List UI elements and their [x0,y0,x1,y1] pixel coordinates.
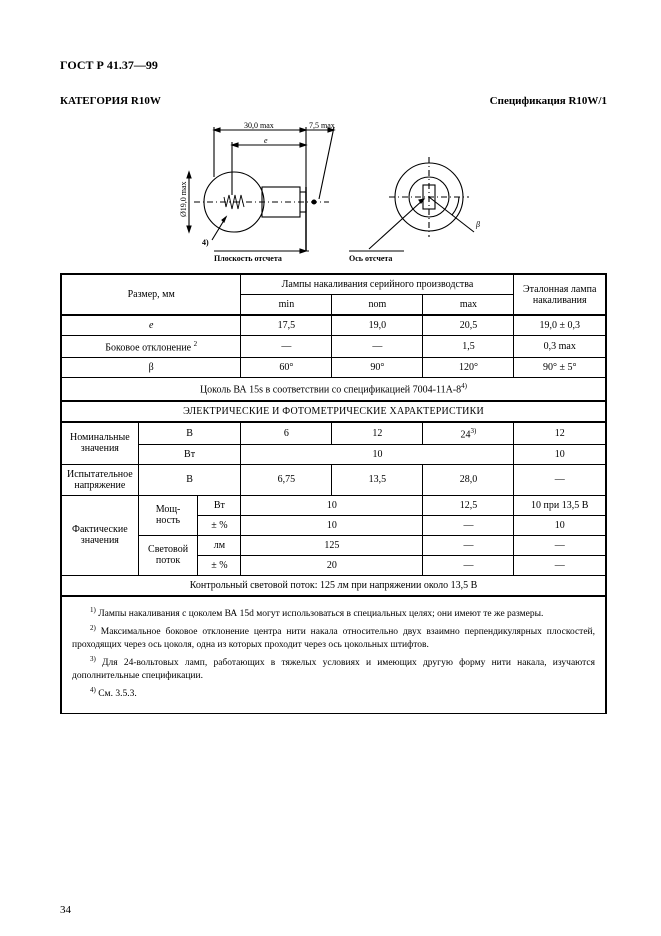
nom-r1-c3: 243) [423,422,514,445]
footnote-2: 2) Максимальное боковое отклонение центр… [72,624,595,652]
row-beta-ref: 90° ± 5° [514,358,606,378]
footnote-3: 3) Для 24-вольтовых ламп, работающих в т… [72,655,595,683]
row-e-max: 20,5 [423,315,514,336]
th-serial: Лампы накаливания серийного производства [241,274,514,295]
gost-title: ГОСТ Р 41.37—99 [60,58,607,73]
spec-table: Размер, мм Лампы накаливания серийного п… [60,273,607,597]
spec-label: Спецификация R10W/1 [490,95,607,107]
lumen-r2-c3: — [423,555,514,575]
row-lat-label: Боковое отклонение 2 [61,336,241,358]
testv-label: Испытательное напряжение [61,464,138,495]
caption-plane: Плоскость отсчета [214,254,282,263]
dim-diameter-label: Ø19,0 max [179,181,188,217]
lumen-r1-c3: — [423,535,514,555]
lumen-r2-span: 20 [241,555,423,575]
row-beta-label: β [61,358,241,378]
dim-e-label: e [264,136,268,145]
diagram-wrap: 30,0 max 7,5 max e Ø19,0 max 4) [60,117,607,267]
power-label: Мощ- ность [138,495,198,535]
control-flux: Контрольный световой поток: 125 лм при н… [61,575,606,596]
th-ref: Эталонная лампа накаливания [514,274,606,315]
row-lat-ref: 0,3 max [514,336,606,358]
row-e-label: e [61,315,241,336]
nom-label: Номинальные значения [61,422,138,465]
lumen-r1-unit: лм [198,535,241,555]
page-number: 34 [60,904,607,916]
power-r1-span: 10 [241,495,423,515]
power-r1-c3: 12,5 [423,495,514,515]
page: ГОСТ Р 41.37—99 КАТЕГОРИЯ R10W Специфика… [0,0,661,936]
nom-r1-unit: В [138,422,241,445]
row-beta-min: 60° [241,358,332,378]
th-nom: nom [332,295,423,316]
row-e-ref: 19,0 ± 0,3 [514,315,606,336]
th-size: Размер, мм [61,274,241,315]
row-lat-min: — [241,336,332,358]
dim-75-label: 7,5 max [309,121,335,130]
section-header: ЭЛЕКТРИЧЕСКИЕ И ФОТОМЕТРИЧЕСКИЕ ХАРАКТЕР… [61,401,606,422]
nom-r2-unit: Вт [138,444,241,464]
lumen-r1-span: 125 [241,535,423,555]
row-lat-nom: — [332,336,423,358]
testv-ref: — [514,464,606,495]
row-e-min: 17,5 [241,315,332,336]
footnotes-block: 1) Лампы накаливания с цоколем ВА 15d мо… [60,597,607,715]
th-max: max [423,295,514,316]
nom-r2-ref: 10 [514,444,606,464]
footnote-4: 4) См. 3.5.3. [72,686,595,701]
power-r2-span: 10 [241,515,423,535]
testv-unit: В [138,464,241,495]
caption-axis: Ось отсчета [349,254,392,263]
nom-r1-c1: 6 [241,422,332,445]
beta-label: β [475,220,480,229]
footnote-4-marker: 4) [202,238,209,247]
testv-c2: 13,5 [332,464,423,495]
nom-r2-span: 10 [241,444,514,464]
nom-r1-c2: 12 [332,422,423,445]
th-min: min [241,295,332,316]
header-row: КАТЕГОРИЯ R10W Спецификация R10W/1 [60,95,607,107]
power-r2-ref: 10 [514,515,606,535]
testv-c3: 28,0 [423,464,514,495]
testv-c1: 6,75 [241,464,332,495]
lumen-r2-ref: — [514,555,606,575]
lumen-r2-unit: ± % [198,555,241,575]
actual-label: Фактические значения [61,495,138,575]
power-r2-c3: — [423,515,514,535]
row-lat-max: 1,5 [423,336,514,358]
row-beta-nom: 90° [332,358,423,378]
row-beta-max: 120° [423,358,514,378]
lumen-label: Световой поток [138,535,198,575]
lumen-r1-ref: — [514,535,606,555]
dim-30-label: 30,0 max [244,121,274,130]
category-label: КАТЕГОРИЯ R10W [60,95,161,107]
power-r2-unit: ± % [198,515,241,535]
power-r1-unit: Вт [198,495,241,515]
technical-diagram: 30,0 max 7,5 max e Ø19,0 max 4) [154,117,514,267]
footnote-1: 1) Лампы накаливания с цоколем ВА 15d мо… [72,606,595,621]
nom-r1-ref: 12 [514,422,606,445]
power-r1-ref: 10 при 13,5 В [514,495,606,515]
row-socket: Цоколь ВА 15s в соответствии со специфик… [61,378,606,401]
row-e-nom: 19,0 [332,315,423,336]
